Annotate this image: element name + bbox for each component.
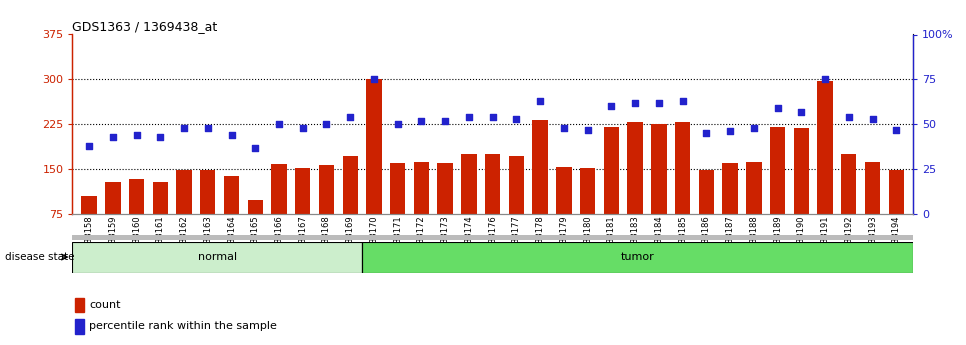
Bar bbox=[770, 127, 785, 214]
Text: disease state: disease state bbox=[5, 252, 74, 262]
Point bbox=[366, 77, 382, 82]
Bar bbox=[247, 200, 263, 214]
Bar bbox=[627, 122, 642, 214]
Point bbox=[746, 125, 761, 130]
Point bbox=[200, 125, 215, 130]
Bar bbox=[509, 156, 525, 214]
Point bbox=[770, 105, 785, 111]
Bar bbox=[295, 168, 310, 214]
Point bbox=[723, 129, 738, 134]
Bar bbox=[841, 154, 857, 214]
Text: count: count bbox=[90, 300, 121, 310]
Point bbox=[128, 132, 144, 138]
Point bbox=[698, 130, 714, 136]
Bar bbox=[343, 156, 358, 214]
Text: GDS1363 / 1369438_at: GDS1363 / 1369438_at bbox=[72, 20, 217, 33]
Bar bbox=[651, 124, 667, 214]
Point bbox=[604, 104, 619, 109]
Bar bbox=[177, 170, 191, 214]
Text: tumor: tumor bbox=[620, 252, 654, 262]
Point bbox=[675, 98, 691, 104]
Bar bbox=[604, 127, 619, 214]
Point bbox=[271, 121, 287, 127]
Bar bbox=[271, 164, 287, 214]
Point bbox=[865, 116, 880, 121]
Point bbox=[153, 134, 168, 139]
Point bbox=[817, 77, 833, 82]
Point bbox=[889, 127, 904, 132]
Point bbox=[390, 121, 406, 127]
Bar bbox=[889, 170, 904, 214]
Point bbox=[295, 125, 310, 130]
Text: normal: normal bbox=[198, 252, 237, 262]
Bar bbox=[362, 241, 913, 273]
Bar bbox=[362, 241, 913, 273]
Bar bbox=[128, 179, 144, 214]
Point bbox=[627, 100, 642, 106]
Bar bbox=[366, 79, 382, 214]
Bar bbox=[794, 128, 809, 214]
Point bbox=[438, 118, 453, 124]
Point bbox=[532, 98, 548, 104]
Bar bbox=[556, 167, 572, 214]
Bar bbox=[200, 170, 215, 214]
Point bbox=[461, 114, 476, 120]
Point bbox=[841, 114, 857, 120]
Bar bbox=[153, 182, 168, 214]
Bar bbox=[461, 154, 476, 214]
Bar bbox=[75, 319, 84, 334]
Bar bbox=[72, 241, 362, 273]
Point bbox=[319, 121, 334, 127]
Bar bbox=[675, 122, 691, 214]
Point bbox=[556, 125, 572, 130]
Point bbox=[413, 118, 429, 124]
Point bbox=[485, 114, 500, 120]
Point bbox=[343, 114, 358, 120]
Bar bbox=[105, 182, 121, 214]
Point bbox=[247, 145, 263, 150]
Text: percentile rank within the sample: percentile rank within the sample bbox=[90, 322, 277, 332]
Bar bbox=[438, 163, 453, 214]
Bar bbox=[75, 298, 84, 312]
Bar bbox=[224, 176, 240, 214]
Bar bbox=[532, 120, 548, 214]
Bar bbox=[72, 241, 362, 273]
Bar bbox=[746, 162, 761, 214]
Point bbox=[580, 127, 595, 132]
Bar bbox=[580, 168, 595, 214]
Point bbox=[81, 143, 97, 148]
Point bbox=[793, 109, 809, 115]
Bar bbox=[723, 163, 738, 214]
Bar bbox=[865, 162, 880, 214]
Bar bbox=[485, 154, 500, 214]
Bar bbox=[698, 170, 714, 214]
Bar bbox=[817, 81, 833, 214]
Point bbox=[509, 116, 525, 121]
Point bbox=[224, 132, 240, 138]
Bar bbox=[319, 165, 334, 214]
Bar bbox=[390, 163, 406, 214]
Point bbox=[651, 100, 667, 106]
Bar bbox=[413, 162, 429, 214]
Point bbox=[177, 125, 192, 130]
Bar bbox=[81, 196, 97, 214]
Point bbox=[105, 134, 121, 139]
